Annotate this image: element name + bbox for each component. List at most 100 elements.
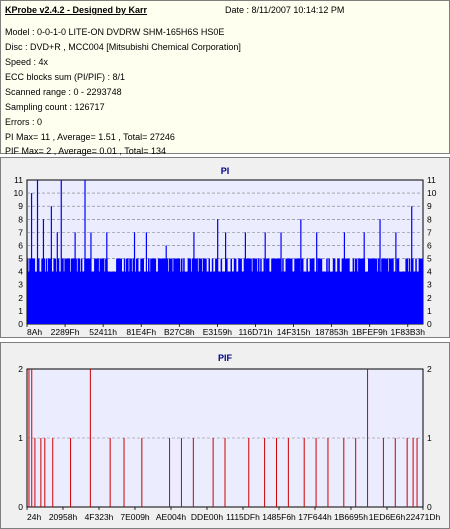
pi-bar bbox=[176, 258, 179, 324]
pi-bar bbox=[165, 245, 167, 324]
disc-info-panel: KProbe v2.4.2 - Designed by Karr Date : … bbox=[0, 0, 450, 156]
pi-bar bbox=[145, 232, 147, 324]
pi-bar bbox=[40, 271, 42, 324]
pi-bar bbox=[154, 258, 157, 324]
pi-bar bbox=[314, 271, 316, 324]
pi-bar bbox=[32, 258, 34, 324]
pi-bar bbox=[305, 271, 307, 324]
pi-bar bbox=[308, 271, 311, 324]
pi-bar bbox=[368, 258, 370, 324]
pi-bar bbox=[266, 258, 269, 324]
pi-bar bbox=[337, 258, 339, 324]
pi-bar bbox=[112, 271, 115, 324]
pi-bar bbox=[403, 271, 405, 324]
pi-bar bbox=[189, 258, 192, 324]
pi-bar bbox=[377, 258, 380, 324]
pi-bar bbox=[237, 271, 239, 324]
pi-bar bbox=[361, 258, 363, 324]
pi-bar bbox=[129, 258, 131, 324]
pi-bar bbox=[77, 258, 80, 324]
pi-bar bbox=[328, 258, 330, 324]
pi-bar bbox=[115, 271, 117, 324]
pi-bar bbox=[223, 271, 226, 324]
info-speed: Speed : 4x bbox=[5, 57, 49, 67]
pif-xtick-label: 22471Dh bbox=[406, 512, 441, 522]
pi-ytick-right: 7 bbox=[427, 227, 432, 237]
pif-ytick-right: 2 bbox=[427, 364, 432, 374]
pi-bar bbox=[133, 232, 136, 324]
pi-bar bbox=[414, 271, 416, 324]
pi-bar bbox=[370, 258, 372, 324]
pi-bar bbox=[219, 271, 221, 324]
info-sampling-count: Sampling count : 126717 bbox=[5, 102, 105, 112]
pi-bar bbox=[65, 258, 67, 324]
pi-bar bbox=[41, 258, 43, 324]
pif-chart-panel: PIF 0 0 1 1 2 2 24h 20958h 4F323h 7E009h AE004h DDE… bbox=[0, 342, 450, 529]
pi-bar bbox=[252, 258, 254, 324]
pi-bar bbox=[86, 258, 88, 324]
pi-bar bbox=[243, 258, 246, 324]
pi-bar bbox=[99, 258, 102, 324]
pi-bar bbox=[316, 232, 318, 324]
pi-bar bbox=[123, 258, 126, 324]
pi-bar bbox=[420, 258, 423, 324]
pi-bar bbox=[194, 258, 196, 324]
pi-bar bbox=[225, 232, 227, 324]
pi-bar bbox=[313, 258, 315, 324]
pi-bar bbox=[421, 258, 424, 324]
pif-xtick-label: 17F644h bbox=[298, 512, 332, 522]
pi-bar bbox=[42, 219, 45, 324]
pi-bar bbox=[248, 258, 250, 324]
pi-bar bbox=[292, 271, 294, 324]
pi-bar bbox=[75, 258, 77, 324]
pi-bar bbox=[405, 258, 407, 324]
pi-bar bbox=[306, 258, 308, 324]
pi-bar bbox=[221, 271, 224, 324]
pi-ytick-left: 6 bbox=[18, 240, 23, 250]
pi-bar bbox=[409, 271, 412, 324]
pi-bar bbox=[381, 258, 383, 324]
pi-bar bbox=[333, 258, 336, 324]
pi-xtick-label: 14F315h bbox=[277, 327, 311, 337]
pi-bar bbox=[28, 271, 30, 324]
pi-bar bbox=[269, 271, 271, 324]
pi-bar bbox=[177, 258, 180, 324]
pi-bar bbox=[47, 258, 50, 324]
pi-bar bbox=[208, 258, 210, 324]
pi-bar bbox=[402, 271, 404, 324]
pi-bar bbox=[128, 271, 130, 324]
pi-bar bbox=[71, 258, 73, 324]
pi-bar bbox=[178, 258, 181, 324]
pi-bar bbox=[204, 258, 206, 324]
pi-bar bbox=[373, 258, 375, 324]
pi-bar bbox=[185, 271, 187, 324]
pi-bar bbox=[282, 258, 284, 324]
pi-bar bbox=[152, 258, 154, 324]
pi-bar bbox=[385, 258, 388, 324]
pi-chart-title: PI bbox=[220, 166, 230, 176]
pi-bar bbox=[58, 271, 61, 324]
pi-bar bbox=[285, 258, 287, 324]
pi-bar bbox=[273, 258, 275, 324]
pi-bar bbox=[287, 258, 290, 324]
pi-bar bbox=[228, 271, 230, 324]
pi-bar bbox=[199, 258, 202, 324]
pi-bar bbox=[272, 258, 274, 324]
pi-bar bbox=[166, 258, 169, 324]
pi-bar bbox=[329, 271, 331, 324]
pi-ytick-left: 0 bbox=[18, 319, 23, 329]
pi-bar bbox=[120, 258, 122, 324]
pi-bar bbox=[261, 271, 263, 324]
pi-ytick-right: 3 bbox=[427, 280, 432, 290]
pi-bar bbox=[318, 258, 320, 324]
pi-bar bbox=[142, 258, 144, 324]
pi-bar bbox=[93, 271, 95, 324]
pi-xtick-label: 1F83B3h bbox=[391, 327, 426, 337]
pi-bar bbox=[135, 258, 138, 324]
pi-bar bbox=[393, 271, 395, 324]
pi-bar bbox=[216, 258, 218, 324]
pi-bar bbox=[38, 258, 40, 324]
pi-bar bbox=[376, 271, 379, 324]
